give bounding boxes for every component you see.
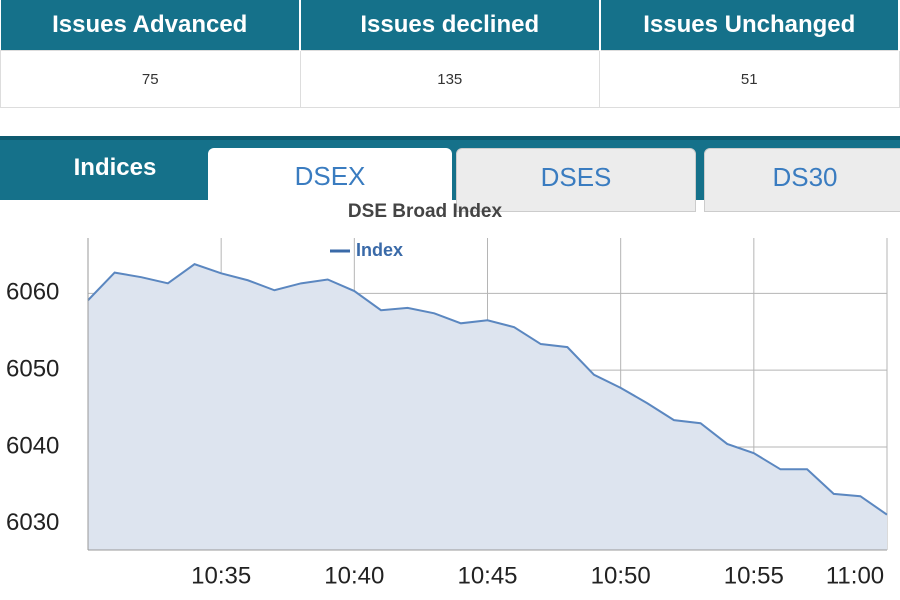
value-cell: 135 — [299, 50, 600, 108]
header-cell: Issues Unchanged — [599, 0, 900, 51]
y-tick-label: 6040 — [6, 432, 59, 459]
chart-title: DSE Broad Index — [348, 201, 503, 222]
header-cell: Issues Advanced — [0, 0, 301, 51]
y-tick-label: 6060 — [6, 279, 59, 306]
tab-label: Indices — [73, 154, 157, 181]
x-tick-label: 10:55 — [724, 562, 784, 589]
value-cell: 51 — [599, 50, 900, 108]
header-cell: Issues declined — [300, 0, 601, 51]
tab[interactable]: DS30 — [704, 148, 900, 212]
legend-label: Index — [356, 240, 403, 260]
y-tick-label: 6030 — [6, 509, 59, 536]
series-line — [87, 263, 888, 516]
area-fill — [88, 264, 887, 550]
x-tick-label: 10:50 — [591, 562, 651, 589]
stats-table: Issues Advanced Issues declined Issues U… — [0, 0, 900, 108]
tab[interactable]: DSES — [456, 148, 696, 212]
x-tick-label: 10:40 — [324, 562, 384, 589]
x-tick-label: 11:00 — [826, 562, 884, 589]
tab-bar: Indices DSEX DSES DS30 — [0, 136, 900, 212]
tab[interactable]: DSEX — [208, 148, 452, 210]
value-cell: 75 — [0, 50, 301, 108]
x-tick-label: 10:45 — [457, 562, 517, 589]
x-tick-label: 10:35 — [191, 562, 251, 589]
y-tick-label: 6050 — [6, 356, 59, 383]
